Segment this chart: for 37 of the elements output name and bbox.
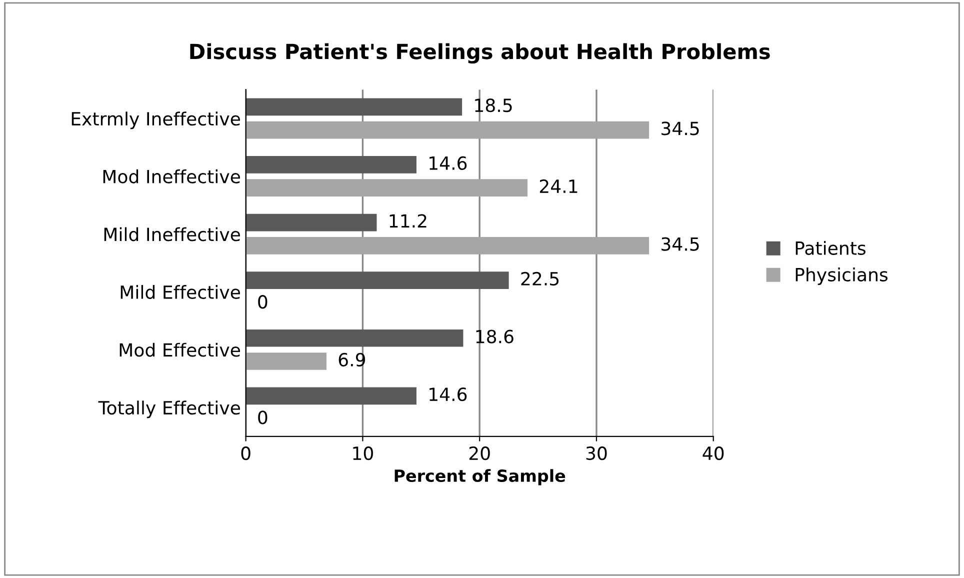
bar [246, 236, 650, 254]
data-label: 11.2 [390, 214, 426, 228]
x-tick-label: 20 [469, 446, 490, 460]
legend-label: Patients [796, 241, 866, 255]
data-label: 0 [258, 410, 268, 424]
bar [246, 272, 509, 289]
data-label: 6.9 [338, 352, 366, 366]
y-tick-label: Mild Ineffective [104, 227, 240, 242]
data-label: 18.5 [475, 98, 512, 112]
y-tick-label: Extrmly Ineffective [72, 112, 240, 130]
x-axis-title: Percent of Sample [394, 469, 566, 486]
bar [246, 156, 416, 174]
bar [246, 121, 650, 139]
bar [246, 329, 464, 347]
x-tick-label: 40 [702, 446, 724, 460]
bar [246, 214, 377, 232]
legend-label: Physicians [796, 268, 888, 285]
x-tick-label: 10 [353, 446, 373, 460]
chart-title: Discuss Patient's Feelings about Health Problems [190, 43, 770, 64]
y-tick-label: Mod Effective [120, 342, 240, 357]
y-tick-label: Mild Effective [120, 285, 240, 300]
data-label: 0 [258, 295, 268, 309]
bar [246, 352, 326, 370]
data-label: 18.6 [476, 330, 514, 344]
y-tick-label: Mod Ineffective [103, 169, 240, 184]
data-label: 14.6 [430, 388, 467, 402]
x-tick-label: 0 [241, 446, 250, 460]
bar [246, 98, 462, 116]
data-label: 34.5 [662, 122, 699, 136]
x-tick-label: 30 [586, 446, 607, 460]
y-tick-label: Totally Effective [98, 400, 240, 418]
data-label: 14.6 [430, 156, 467, 170]
bar [246, 387, 416, 405]
data-label: 34.5 [662, 237, 699, 251]
data-label: 24.1 [540, 179, 578, 193]
data-label: 22.5 [521, 272, 559, 286]
bar [246, 179, 528, 197]
